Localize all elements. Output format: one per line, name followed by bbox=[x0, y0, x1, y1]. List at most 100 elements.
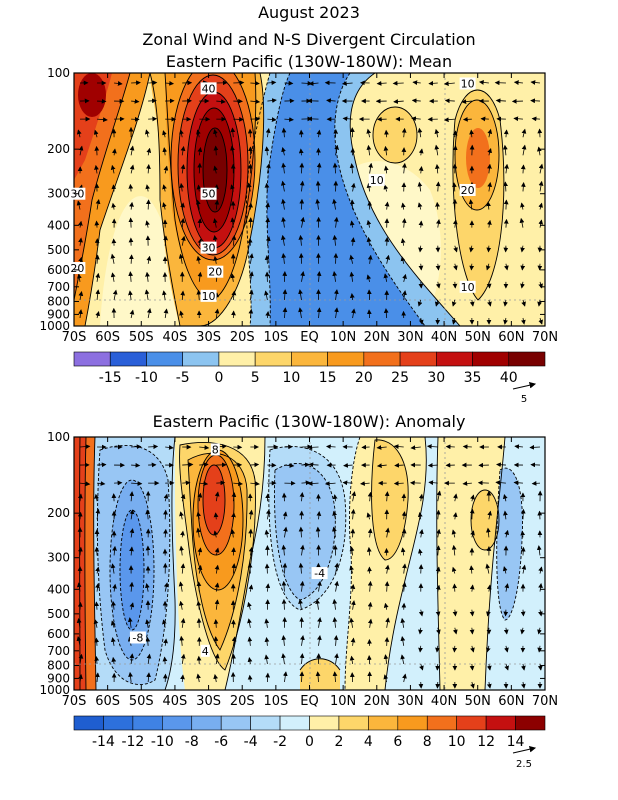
wind-vector-arrow bbox=[384, 201, 390, 210]
mean-contour-label: 10 bbox=[202, 290, 216, 303]
wind-vector-arrow bbox=[520, 202, 525, 210]
wind-vector-arrow bbox=[265, 583, 271, 592]
wind-vector-arrow bbox=[503, 218, 509, 228]
wind-vector-arrow bbox=[443, 117, 455, 123]
wind-vector-arrow bbox=[317, 580, 322, 592]
wind-vector-arrow bbox=[96, 481, 106, 486]
wind-vector-arrow bbox=[128, 271, 134, 282]
anomaly-colorbar-swatch bbox=[132, 715, 163, 731]
wind-vector-arrow bbox=[487, 163, 492, 174]
wind-vector-arrow bbox=[417, 511, 423, 520]
wind-vector-arrow bbox=[417, 299, 423, 307]
anomaly-colorbar-swatch bbox=[191, 715, 222, 731]
wind-vector-arrow bbox=[264, 182, 270, 192]
mean-y-tick-label: 100 bbox=[47, 66, 70, 80]
wind-vector-arrow bbox=[114, 81, 123, 86]
wind-vector-arrow bbox=[487, 219, 492, 228]
mean-contour-label: 30 bbox=[202, 242, 216, 255]
wind-vector-arrow bbox=[520, 546, 526, 556]
wind-vector-arrow bbox=[384, 491, 390, 502]
wind-vector-arrow bbox=[427, 462, 438, 468]
wind-vector-arrow bbox=[145, 220, 150, 228]
wind-vector-arrow bbox=[281, 146, 286, 156]
wind-vector-arrow bbox=[180, 164, 186, 174]
wind-vector-arrow bbox=[179, 182, 185, 192]
wind-vector-arrow bbox=[282, 511, 288, 520]
anomaly-neg-sh-8 bbox=[120, 510, 144, 630]
wind-vector-arrow bbox=[148, 444, 159, 450]
wind-vector-arrow bbox=[470, 530, 475, 538]
wind-vector-arrow bbox=[520, 245, 525, 253]
anomaly-colorbar-label: 8 bbox=[423, 734, 432, 750]
wind-vector-arrow bbox=[161, 619, 167, 628]
wind-vector-arrow bbox=[469, 565, 474, 574]
wind-vector-arrow bbox=[214, 599, 220, 610]
wind-vector-arrow bbox=[453, 493, 458, 502]
anomaly-reference-vector: 2.5 bbox=[512, 746, 537, 770]
wind-vector-arrow bbox=[334, 307, 339, 319]
wind-vector-arrow bbox=[537, 645, 543, 653]
wind-vector-arrow bbox=[426, 444, 438, 449]
wind-vector-arrow bbox=[366, 144, 372, 156]
wind-vector-arrow bbox=[249, 271, 254, 282]
wind-vector-arrow bbox=[418, 220, 424, 228]
wind-vector-arrow bbox=[502, 566, 508, 574]
wind-vector-arrow bbox=[334, 580, 339, 592]
wind-vector-arrow bbox=[351, 308, 356, 319]
mean-x-tick-label: 10N bbox=[330, 330, 356, 345]
wind-vector-arrow bbox=[78, 145, 84, 156]
wind-vector-arrow bbox=[317, 616, 322, 628]
wind-vector-arrow bbox=[95, 272, 101, 282]
wind-vector-arrow bbox=[333, 216, 339, 228]
wind-vector-arrow bbox=[521, 317, 526, 325]
mean-contour-label-bg bbox=[368, 174, 385, 187]
wind-vector-arrow bbox=[393, 99, 404, 104]
wind-vector-arrow bbox=[385, 527, 390, 538]
wind-vector-arrow bbox=[298, 526, 304, 538]
wind-vector-arrow bbox=[197, 238, 203, 246]
wind-vector-arrow bbox=[417, 127, 423, 138]
wind-vector-arrow bbox=[514, 444, 524, 449]
anomaly-colorbar-swatch bbox=[309, 715, 340, 731]
wind-vector-arrow bbox=[324, 481, 336, 487]
wind-vector-arrow bbox=[486, 201, 491, 210]
wind-vector-arrow bbox=[230, 127, 236, 138]
wind-vector-arrow bbox=[376, 80, 387, 86]
anomaly-contour-label: -8 bbox=[132, 631, 143, 644]
wind-vector-arrow bbox=[366, 182, 372, 192]
wind-vector-arrow bbox=[299, 180, 305, 192]
mean-colorbar-swatch bbox=[508, 351, 546, 367]
wind-vector-arrow bbox=[485, 527, 491, 538]
wind-vector-arrow bbox=[383, 602, 389, 610]
wind-vector-arrow bbox=[435, 609, 441, 617]
wind-vector-arrow bbox=[146, 255, 152, 264]
wind-vector-arrow bbox=[351, 600, 356, 610]
wind-vector-arrow bbox=[93, 618, 99, 628]
wind-vector-arrow bbox=[332, 198, 337, 210]
wind-vector-arrow bbox=[78, 309, 83, 319]
wind-vector-arrow bbox=[162, 147, 168, 156]
wind-vector-arrow bbox=[418, 263, 424, 271]
wind-vector-arrow bbox=[349, 655, 355, 664]
wind-vector-arrow bbox=[265, 127, 271, 138]
wind-vector-arrow bbox=[443, 81, 455, 86]
wind-vector-arrow bbox=[163, 308, 169, 319]
wind-vector-arrow bbox=[469, 299, 475, 307]
wind-vector-arrow bbox=[231, 512, 236, 520]
wind-vector-arrow bbox=[326, 444, 336, 450]
wind-vector-arrow bbox=[383, 184, 389, 192]
wind-vector-arrow bbox=[349, 292, 355, 300]
wind-vector-arrow bbox=[520, 530, 526, 538]
wind-vector-arrow bbox=[333, 289, 339, 300]
wind-vector-arrow bbox=[360, 481, 370, 486]
anomaly-y-tick-label: 400 bbox=[47, 582, 70, 596]
wind-vector-arrow bbox=[531, 480, 541, 486]
wind-vector-arrow bbox=[504, 163, 509, 174]
wind-vector-arrow bbox=[145, 184, 151, 192]
mean-x-tick-label: 40S bbox=[163, 330, 188, 345]
anomaly-colorbar-label: -10 bbox=[151, 734, 174, 750]
wind-vector-arrow bbox=[230, 273, 236, 282]
mean-x-tick-label: 30N bbox=[397, 330, 423, 345]
wind-vector-arrow bbox=[451, 299, 457, 307]
